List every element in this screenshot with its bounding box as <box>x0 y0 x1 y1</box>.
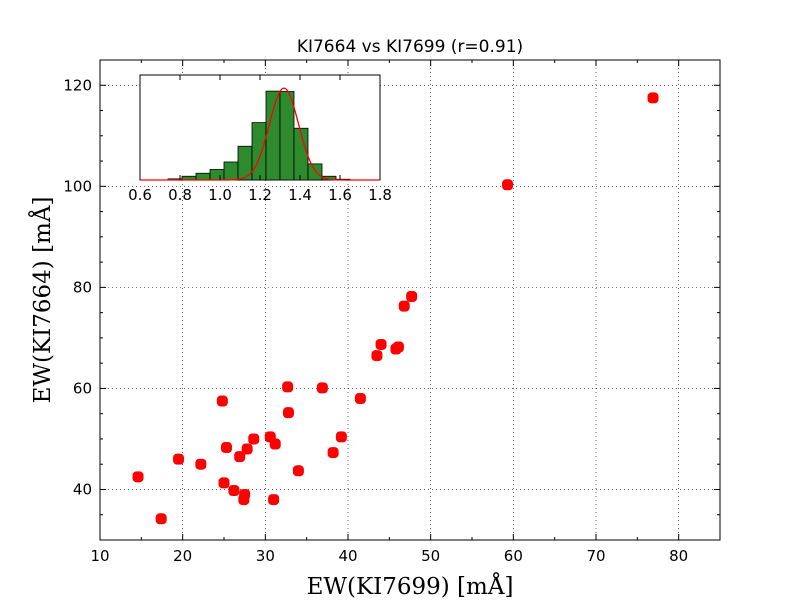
inset-x-tick-label: 1.4 <box>288 186 312 204</box>
y-tick-label: 60 <box>73 379 92 397</box>
scatter-point <box>241 443 253 455</box>
main-tick-labels: 10 20 30 40 50 60 70 80 40 60 80 100 120 <box>63 76 688 565</box>
scatter-point <box>218 477 230 489</box>
inset-x-tick-label: 1.0 <box>208 186 232 204</box>
histogram-bar <box>223 161 239 181</box>
scatter-point <box>155 513 167 525</box>
x-tick-label: 50 <box>421 547 440 565</box>
y-axis-label: EW(KI7664) [mÅ] <box>28 197 56 404</box>
scatter-point <box>282 381 294 393</box>
histogram-bar <box>307 163 323 181</box>
histogram-bar <box>265 90 281 181</box>
y-tick-label: 80 <box>73 278 92 296</box>
histogram-bar <box>209 169 225 181</box>
x-tick-label: 10 <box>90 547 109 565</box>
scatter-point <box>173 453 185 465</box>
scatter-point <box>375 338 387 350</box>
scatter-point <box>335 431 347 443</box>
scatter-point <box>316 382 328 394</box>
scatter-point <box>406 290 418 302</box>
scatter-point <box>269 438 281 450</box>
inset-x-tick-label: 1.2 <box>248 186 272 204</box>
scatter-points <box>132 92 659 525</box>
x-tick-label: 20 <box>173 547 192 565</box>
scatter-point <box>354 393 366 405</box>
scatter-point <box>292 465 304 477</box>
inset-x-tick-label: 0.8 <box>168 186 192 204</box>
scatter-point <box>268 494 280 506</box>
y-tick-label: 40 <box>73 480 92 498</box>
inset-x-tick-label: 1.8 <box>368 186 392 204</box>
x-axis-label: EW(KI7699) [mÅ] <box>307 572 514 600</box>
inset-ticks <box>139 75 381 180</box>
histogram-bar <box>279 91 295 181</box>
scatter-point <box>220 442 232 454</box>
x-tick-label: 60 <box>504 547 523 565</box>
scatter-point <box>282 407 294 419</box>
inset-x-tick-label: 0.6 <box>128 186 152 204</box>
x-tick-label: 40 <box>338 547 357 565</box>
histogram-bar <box>293 127 309 181</box>
scatter-point <box>502 179 514 191</box>
inset-bars <box>167 90 351 181</box>
inset-histogram: 0.6 0.8 1.0 1.2 1.4 1.6 1.8 <box>128 74 392 204</box>
scatter-point <box>371 350 383 362</box>
scatter-point <box>195 458 207 470</box>
scatter-point <box>239 489 251 501</box>
histogram-bar <box>237 145 253 181</box>
histogram-bar <box>195 172 211 181</box>
histogram-bar <box>251 122 267 181</box>
y-tick-label: 100 <box>63 177 92 195</box>
main-ticks <box>99 59 721 541</box>
chart-title: KI7664 vs KI7699 (r=0.91) <box>297 37 523 57</box>
scatter-point <box>216 395 228 407</box>
scatter-point <box>647 92 659 104</box>
scatter-point <box>228 484 240 496</box>
x-tick-label: 30 <box>256 547 275 565</box>
scatter-point <box>327 447 339 459</box>
scatter-point <box>248 433 260 445</box>
scatter-point <box>392 341 404 353</box>
x-tick-label: 80 <box>669 547 688 565</box>
scatter-point <box>132 471 144 483</box>
inset-x-tick-label: 1.6 <box>328 186 352 204</box>
inset-tick-labels: 0.6 0.8 1.0 1.2 1.4 1.6 1.8 <box>128 186 392 204</box>
scatter-point <box>398 300 410 312</box>
y-tick-label: 120 <box>63 76 92 94</box>
histogram-bar <box>321 175 337 181</box>
x-tick-label: 70 <box>586 547 605 565</box>
scatter-point <box>234 451 246 463</box>
